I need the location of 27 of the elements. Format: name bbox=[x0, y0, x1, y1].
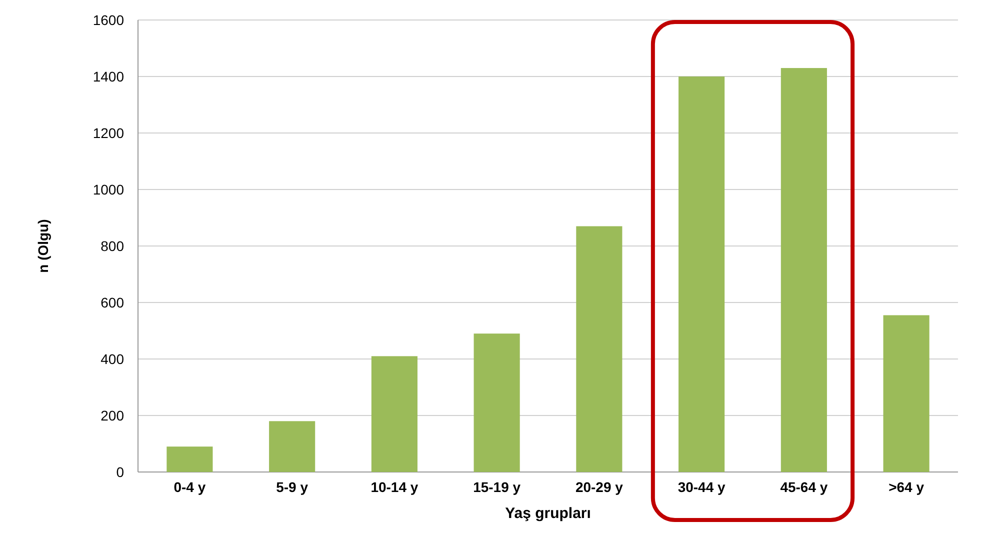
y-axis-title: n (Olgu) bbox=[35, 219, 51, 273]
bar bbox=[780, 68, 827, 472]
y-tick-label: 200 bbox=[100, 407, 124, 424]
x-tick-label: 5-9 y bbox=[276, 479, 308, 495]
x-tick-label: 30-44 y bbox=[678, 479, 726, 495]
bar bbox=[474, 334, 520, 472]
y-tick-label: 800 bbox=[100, 238, 124, 254]
bar bbox=[883, 315, 930, 472]
bar bbox=[269, 421, 316, 472]
y-tick-label: 600 bbox=[100, 294, 124, 310]
x-tick-label: 0-4 y bbox=[174, 479, 206, 495]
y-tick-label: 400 bbox=[100, 350, 124, 367]
bar bbox=[576, 226, 622, 472]
y-tick-label: 1200 bbox=[92, 124, 124, 141]
x-axis-title: Yaş grupları bbox=[505, 505, 591, 522]
y-tick-label: 1000 bbox=[92, 181, 124, 198]
bar bbox=[371, 356, 418, 472]
y-tick-label: 1400 bbox=[92, 68, 124, 84]
y-tick-label: 0 bbox=[116, 464, 124, 480]
x-tick-label: 15-19 y bbox=[473, 479, 521, 495]
x-tick-label: 10-14 y bbox=[370, 479, 418, 495]
x-tick-label: 20-29 y bbox=[575, 479, 624, 495]
bar bbox=[678, 76, 725, 472]
y-tick-label: 1600 bbox=[92, 12, 124, 28]
x-tick-label: >64 y bbox=[888, 479, 924, 495]
bar bbox=[166, 446, 213, 472]
x-tick-label: 45-64 y bbox=[780, 479, 828, 495]
